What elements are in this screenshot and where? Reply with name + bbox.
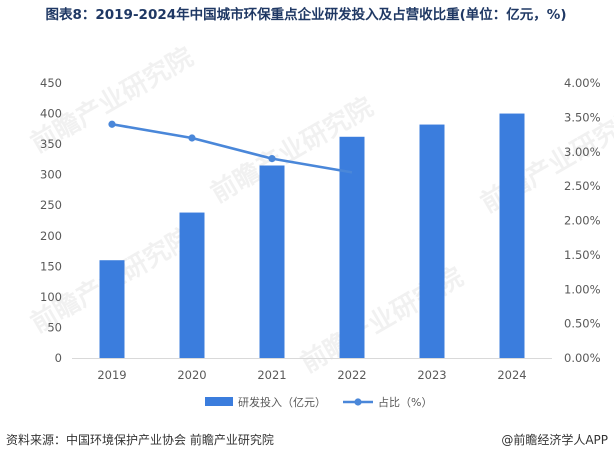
x-axis-tick-label: 2021 [257,368,286,382]
right-axis-tick-label: 2.00% [564,214,601,228]
left-axis-tick-label: 350 [40,137,62,151]
right-axis-tick-label: 3.50% [564,110,601,124]
right-axis-tick-label: 2.50% [564,179,601,193]
ratio-point [188,134,196,142]
left-axis-tick-label: 200 [40,229,62,243]
x-axis-tick-label: 2023 [417,368,446,382]
ratio-point [268,155,276,163]
x-axis-tick-label: 2022 [337,368,366,382]
bar [419,124,445,358]
ratio-line [111,122,353,174]
left-axis-tick-label: 300 [40,168,62,182]
legend-line-marker [354,398,362,406]
bar [499,113,525,358]
right-axis-tick-label: 4.00% [564,76,601,90]
right-axis-tick-label: 1.50% [564,248,601,262]
bar [339,136,365,358]
left-axis-tick-label: 0 [55,351,62,365]
right-axis-tick-label: 1.00% [564,282,601,296]
x-axis-tick-label: 2024 [497,368,526,382]
left-axis-tick-label: 400 [40,107,62,121]
x-axis-tick-label: 2020 [177,368,206,382]
right-axis-tick-label: 3.00% [564,145,601,159]
source-note: 资料来源：中国环境保护产业协会 前瞻产业研究院 [6,433,274,447]
bar [179,212,205,358]
left-axis-tick-label: 50 [47,320,62,334]
right-axis-tick-label: 0.00% [564,351,601,365]
x-axis-tick-label: 2019 [97,368,126,382]
legend-bar-label: 研发投入（亿元） [238,395,326,409]
ratio-point [108,120,116,128]
bar [259,165,285,358]
right-axis-tick-label: 0.50% [564,317,601,331]
chart-title: 图表8：2019-2024年中国城市环保重点企业研发投入及占营收比重(单位：亿元… [45,7,567,23]
left-axis-tick-label: 150 [40,259,62,273]
brand-label: @前瞻经济学人APP [501,433,608,447]
legend-bar-swatch [205,397,233,406]
bar [99,260,125,358]
left-axis-tick-label: 250 [40,198,62,212]
legend-line-label: 占比（%） [378,395,432,409]
left-axis-tick-label: 100 [40,290,62,304]
left-axis-tick-label: 450 [40,76,62,90]
